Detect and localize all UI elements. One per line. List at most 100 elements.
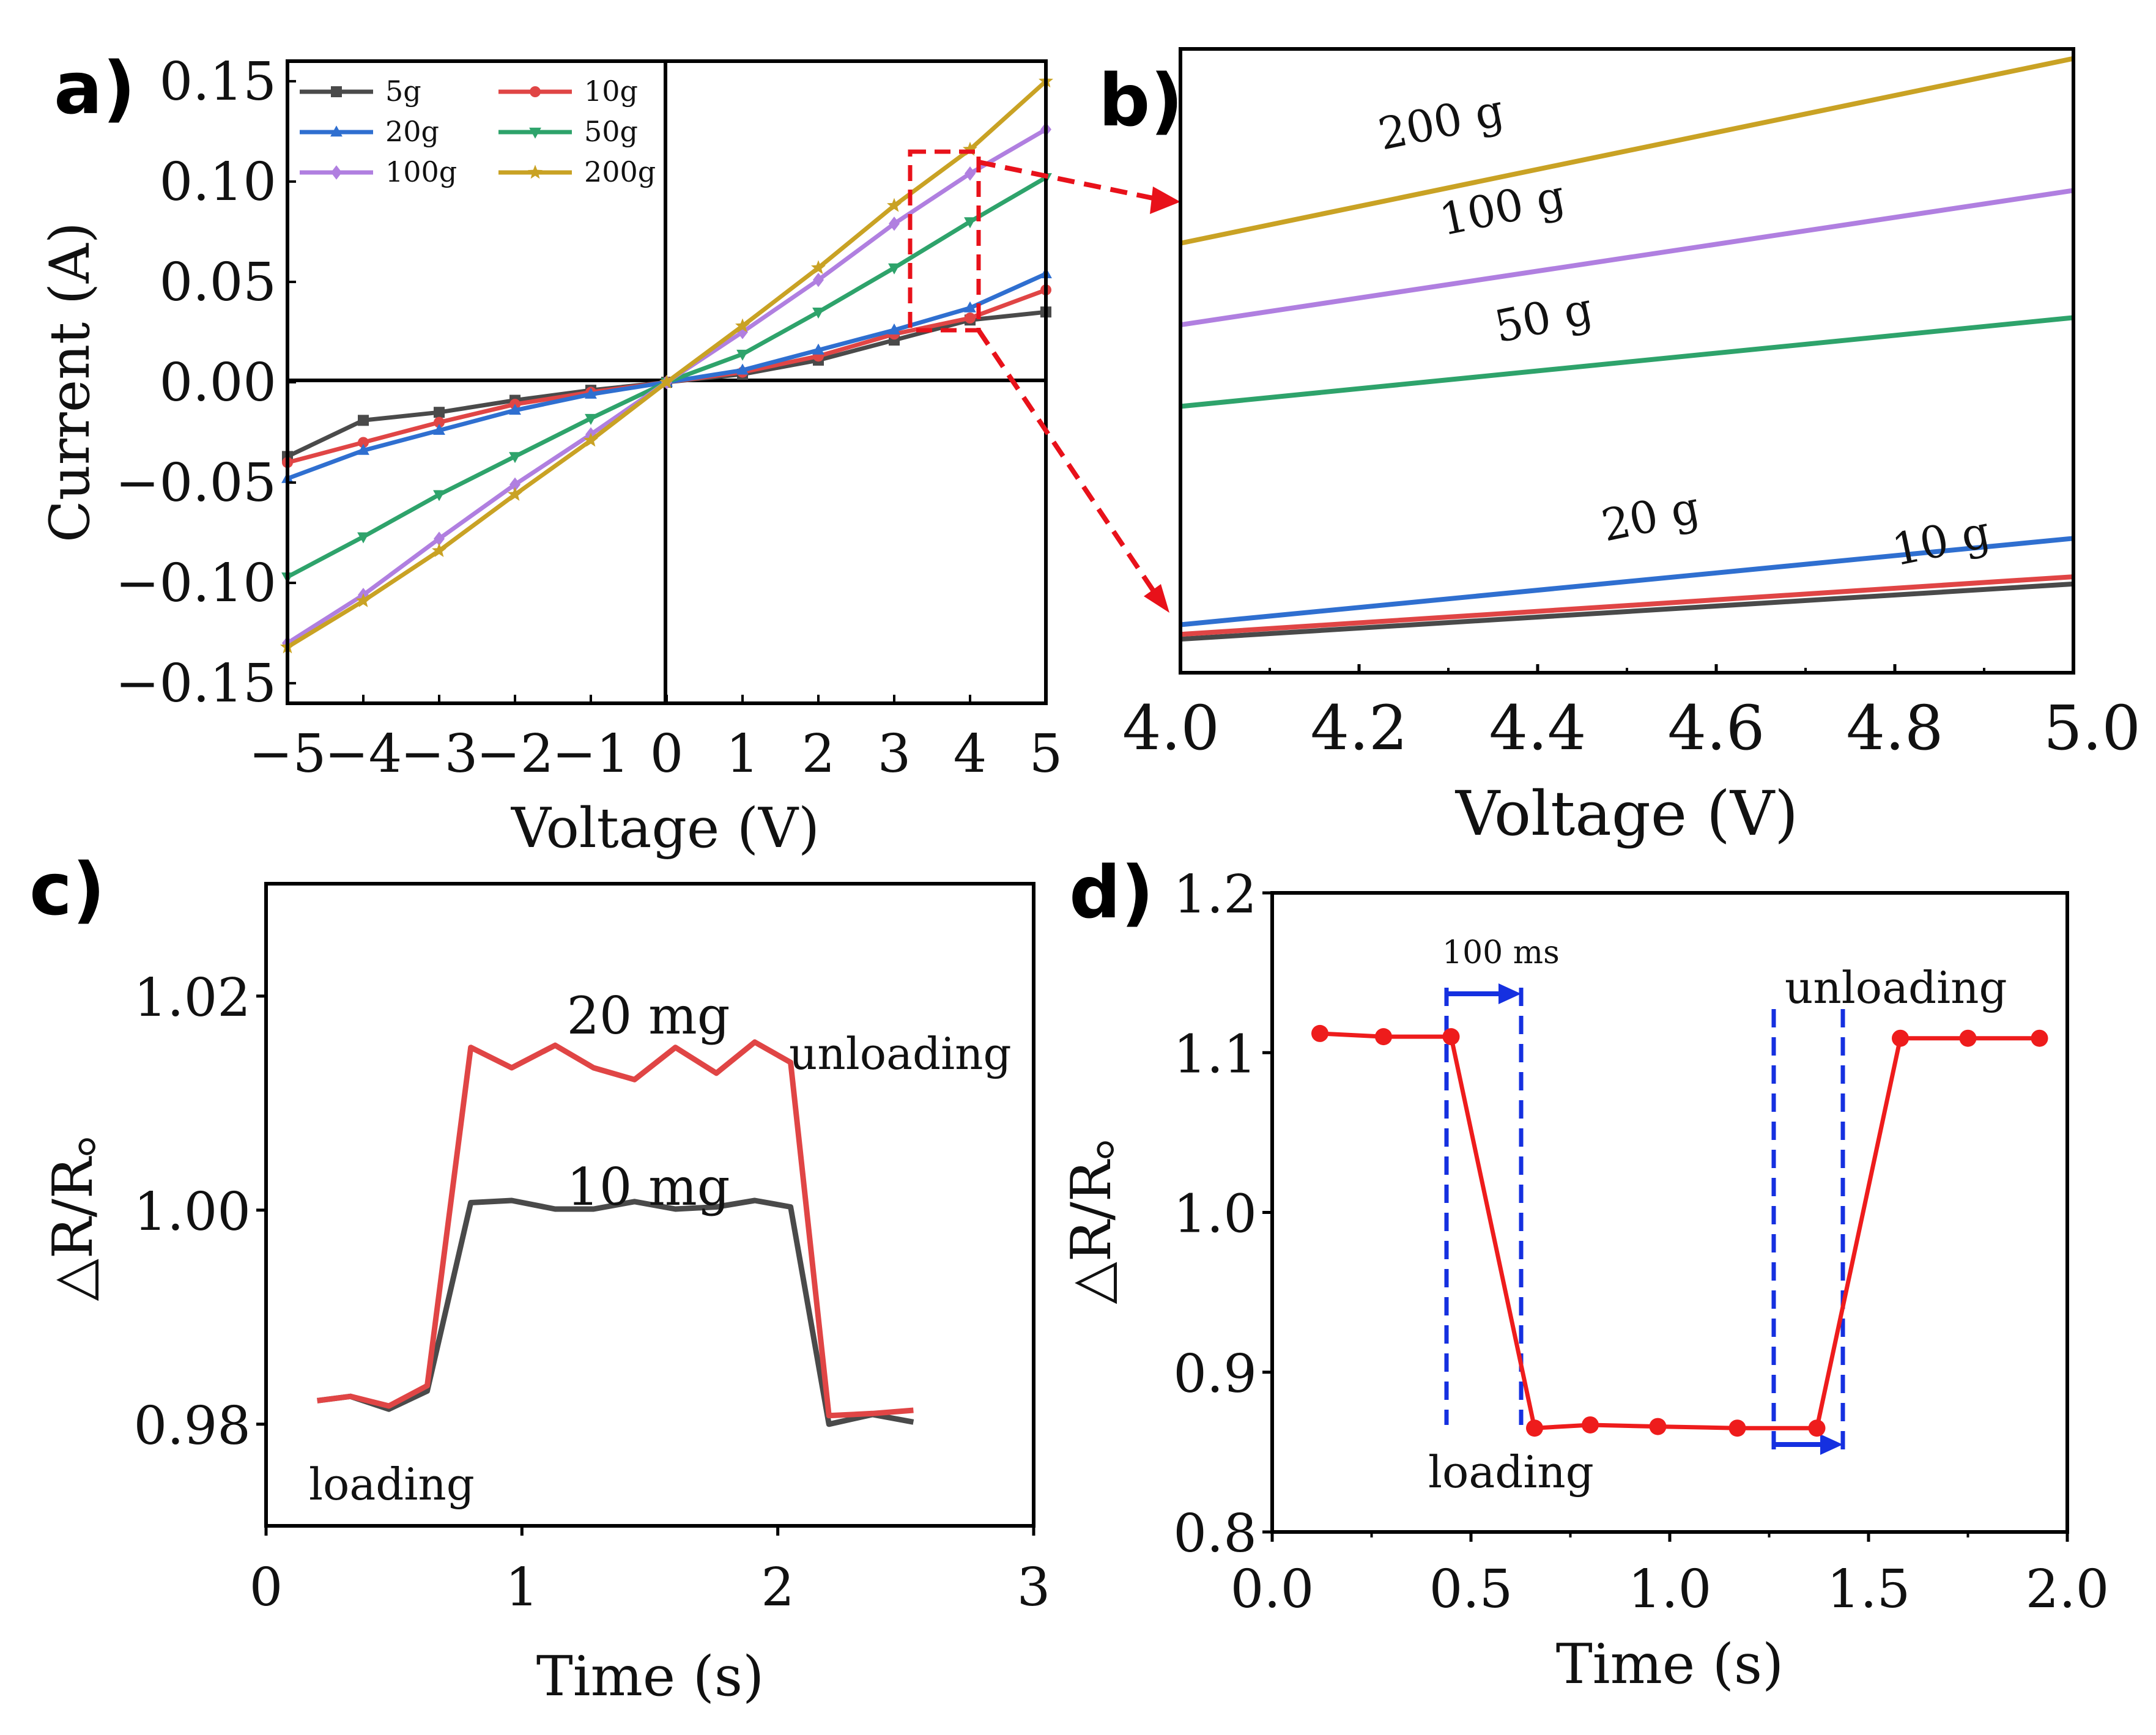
chart-a-legend-label-200g: 200g <box>584 155 656 188</box>
chart-c-ylabel: △R/R。 <box>41 1102 105 1301</box>
chart-d-point <box>1311 1024 1328 1042</box>
zoom-arrowhead-top <box>1150 187 1180 214</box>
chart-c-ytick-label: 0.98 <box>134 1396 251 1457</box>
chart-a-xtick-label: −1 <box>552 723 630 785</box>
chart-a-legend-label-20g: 20g <box>385 115 439 148</box>
chart-b-series-line-100g <box>1180 188 2074 328</box>
chart-a-point-200g <box>356 593 371 607</box>
chart-d-ylabel: △R/R。 <box>1059 1105 1124 1304</box>
panel-label-d: d) <box>1069 850 1154 934</box>
chart-a-xtick-label: 2 <box>802 723 835 785</box>
chart-a-point-50g <box>736 349 749 361</box>
chart-a-point-200g <box>432 543 446 557</box>
chart-d-point <box>2031 1029 2048 1047</box>
chart-c-frame <box>264 882 1035 1528</box>
chart-d-xtick-label: 2.0 <box>2026 1559 2110 1620</box>
chart-a-xtick-label: −3 <box>401 723 478 785</box>
chart-a-point-20g <box>433 423 445 435</box>
chart-d-response-guides <box>1444 983 1845 1455</box>
chart-d-ytick-label: 1.0 <box>1173 1184 1257 1245</box>
chart-c: 0 1 2 3 1.02 1.00 0.98 20 mg 10 mg unloading l… <box>41 882 1050 1709</box>
zoom-arrows <box>976 160 1180 613</box>
chart-a-point-20g <box>812 343 824 355</box>
chart-b-series-line-5g <box>1180 581 2074 642</box>
chart-d-ytick-label: 0.8 <box>1173 1503 1257 1564</box>
zoom-arrow-top <box>978 160 1157 201</box>
chart-c-loading-label: loading <box>309 1459 475 1510</box>
chart-d-xtick-label: 0.0 <box>1231 1559 1314 1620</box>
chart-a-ytick-label: 0.00 <box>160 352 276 413</box>
chart-b-line-label: 100 g <box>1435 170 1569 246</box>
chart-b-xtick-label: 4.0 <box>1122 692 1220 764</box>
chart-a-ytick-label: 0.10 <box>160 152 276 213</box>
chart-d-point <box>1892 1029 1909 1047</box>
chart-a-legend-marker-5g <box>331 86 342 97</box>
chart-d-point <box>1649 1418 1667 1435</box>
chart-d-loading-label: loading <box>1428 1446 1594 1498</box>
chart-b-xtick-label: 4.2 <box>1310 692 1407 764</box>
chart-a-xtick-label: 0 <box>650 723 684 785</box>
chart-a-xtick-label: −2 <box>476 723 554 785</box>
chart-b-line-label: 50 g <box>1490 283 1596 353</box>
chart-a-ytick-label: −0.10 <box>115 553 276 614</box>
chart-a-point-100g <box>434 531 445 546</box>
chart-a-point-5g <box>434 407 445 418</box>
chart-b-line-label: 20 g <box>1597 481 1703 552</box>
chart-c-ytick-label: 1.00 <box>134 1182 251 1243</box>
chart-a-point-20g <box>357 443 369 455</box>
chart-d-ytick-label: 1.1 <box>1173 1024 1257 1085</box>
chart-b-xtick-label: 4.4 <box>1489 692 1586 764</box>
zoom-arrowhead-bottom <box>1144 584 1169 613</box>
chart-c-xtick-label: 2 <box>761 1557 795 1618</box>
chart-b: 4.0 4.2 4.4 4.6 4.8 5.0 200 g 100 g 50 g 20 g 10 … <box>1122 47 2141 849</box>
chart-d-point <box>1728 1419 1746 1437</box>
chart-a-point-200g <box>583 432 598 447</box>
chart-a-point-100g <box>509 477 520 492</box>
chart-a-legend-marker-50g <box>529 127 541 139</box>
chart-d: 0.0 0.5 1.0 1.5 2.0 1.2 1.1 1.0 0.9 0.8 100 ms un… <box>1059 864 2110 1696</box>
chart-c-xtick-label: 1 <box>505 1557 539 1618</box>
chart-d-ytick-label: 1.2 <box>1173 864 1257 925</box>
chart-d-point <box>1442 1028 1460 1046</box>
chart-a-ytick-label: 0.15 <box>160 51 276 113</box>
zoom-region-box <box>908 149 981 333</box>
chart-a: −5−4−3−2−1 0 1 2 3 4 5 0.15 0.10 0.05 0.00 −0.05 −0.… <box>38 51 1062 860</box>
chart-a-point-20g <box>964 301 976 313</box>
chart-a-point-20g <box>585 387 597 399</box>
chart-b-xtick-label: 5.0 <box>2043 692 2141 764</box>
chart-a-legend-marker-10g <box>530 86 541 97</box>
chart-a-point-20g <box>888 323 900 335</box>
chart-a-xtick-label: −5 <box>249 723 327 785</box>
chart-a-xtick-label: 1 <box>726 723 760 785</box>
chart-a-point-200g <box>735 318 750 333</box>
chart-a-legend-marker-20g <box>330 125 343 137</box>
chart-d-point <box>1582 1416 1599 1434</box>
chart-c-label-20mg: 20 mg <box>566 986 730 1046</box>
chart-a-point-50g <box>509 452 521 464</box>
chart-d-xlabel: Time (s) <box>1556 1632 1784 1696</box>
chart-d-arrow-unloading-head <box>1820 1434 1843 1455</box>
chart-c-xlabel: Time (s) <box>536 1644 764 1709</box>
chart-a-legend-label-5g: 5g <box>385 75 421 108</box>
chart-a-xtick-label: 5 <box>1029 723 1063 785</box>
chart-a-point-50g <box>964 217 976 229</box>
chart-a-point-10g <box>358 437 369 448</box>
chart-a-ylabel: Current (A) <box>38 222 102 542</box>
chart-a-point-50g <box>888 263 900 275</box>
chart-a-point-50g <box>812 307 824 319</box>
chart-a-point-200g <box>659 374 674 389</box>
chart-b-series-line-10g <box>1180 574 2074 637</box>
chart-a-point-50g <box>433 490 445 501</box>
chart-d-arrow-loading-head <box>1498 983 1521 1004</box>
chart-b-series-line-50g <box>1180 315 2074 409</box>
chart-a-point-10g <box>965 313 976 324</box>
chart-c-series-line-20mg <box>317 1039 914 1419</box>
chart-a-legend: 5g 20g 100g 10g 50g 200g <box>300 75 656 188</box>
chart-a-point-50g <box>357 532 369 544</box>
panel-label-b: b) <box>1098 58 1183 142</box>
chart-c-xtick-label: 0 <box>250 1557 283 1618</box>
chart-d-unloading-label: unloading <box>1785 962 2007 1013</box>
chart-a-ytick-label: 0.05 <box>160 252 276 313</box>
chart-a-point-200g <box>811 260 826 275</box>
chart-d-point <box>1526 1419 1543 1437</box>
